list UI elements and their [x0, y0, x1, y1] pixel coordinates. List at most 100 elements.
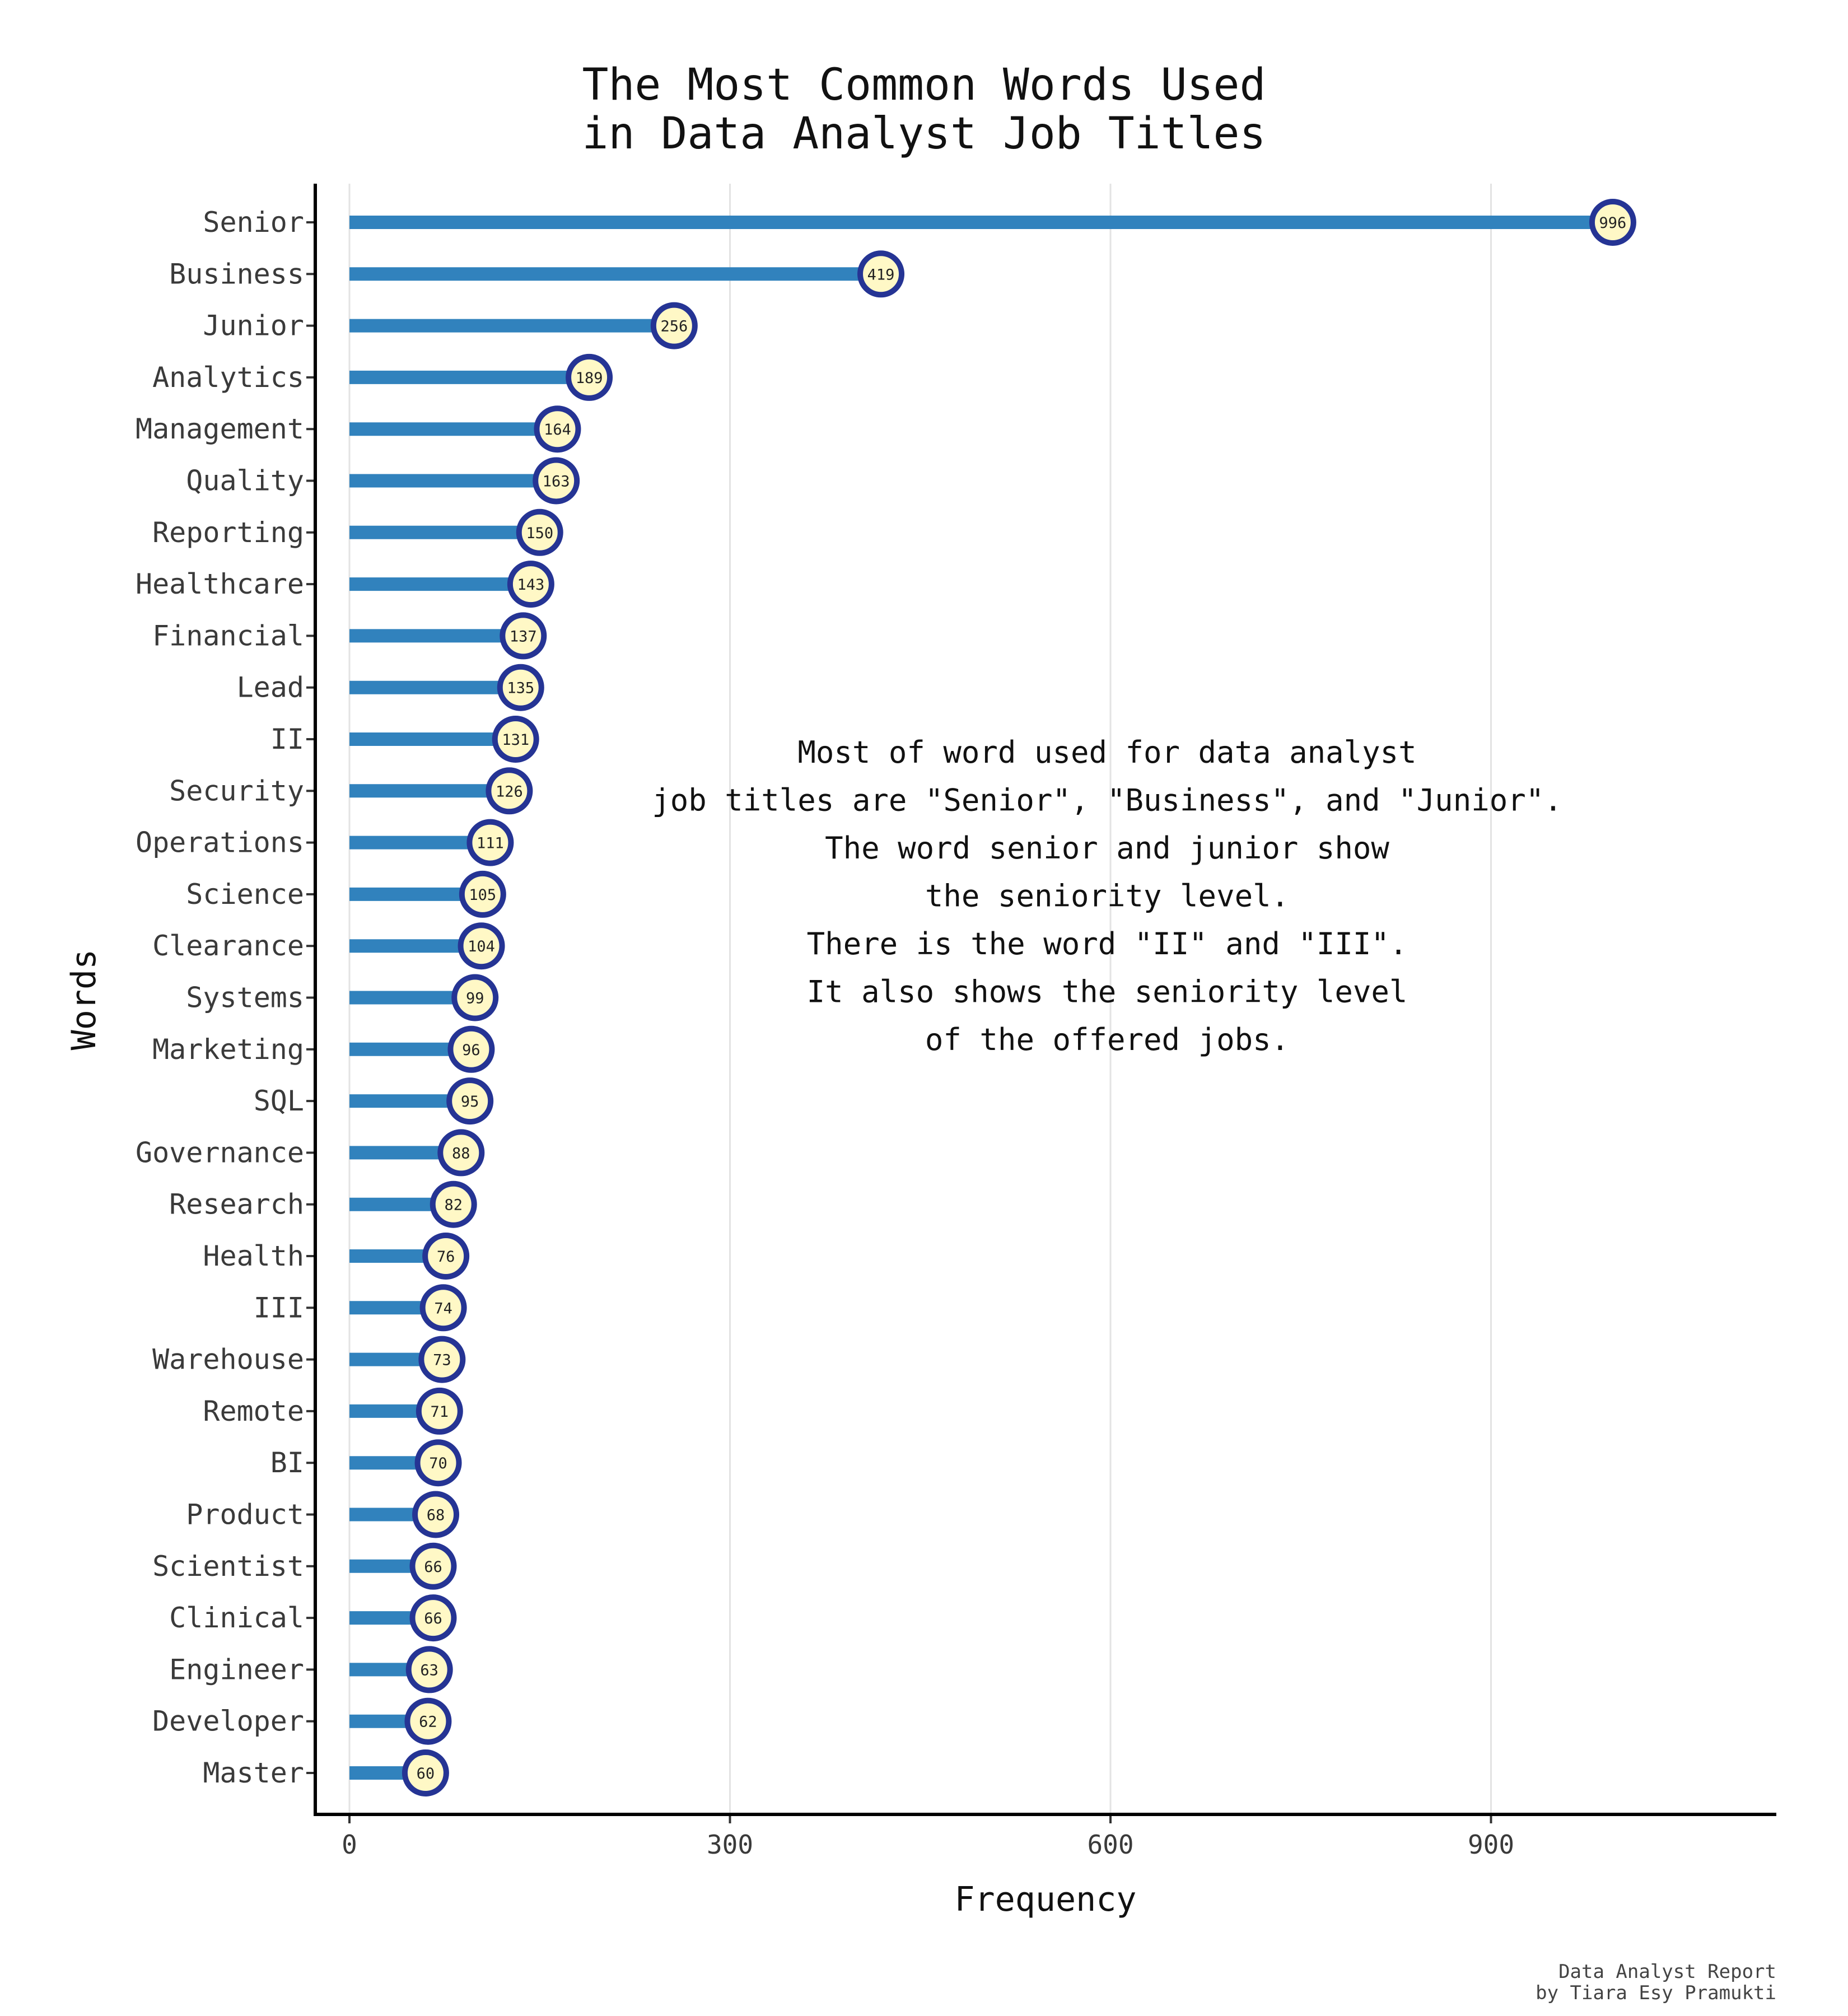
- y-tick-label-systems: Systems: [186, 982, 304, 1014]
- point-science: [459, 870, 506, 918]
- y-tick-label-reporting: Reporting: [152, 516, 304, 549]
- y-tick-label-operations: Operations: [136, 827, 304, 859]
- data-label-operations: 111: [477, 835, 504, 852]
- point-product: [412, 1491, 460, 1538]
- data-label-iii: 74: [434, 1300, 452, 1317]
- point-security: [486, 767, 533, 815]
- caption-line: by Tiara Esy Pramukti: [1536, 1982, 1776, 2004]
- y-tick-label-healthcare: Healthcare: [136, 568, 304, 600]
- data-label-lead: 135: [507, 680, 534, 697]
- data-label-remote: 71: [431, 1403, 449, 1421]
- data-label-security: 126: [496, 783, 523, 800]
- point-junior: [650, 302, 698, 349]
- point-healthcare: [507, 561, 554, 608]
- point-clinical: [409, 1594, 457, 1642]
- data-label-health: 76: [437, 1248, 455, 1266]
- point-bi: [414, 1439, 462, 1487]
- point-financial: [500, 612, 547, 660]
- data-label-research: 82: [444, 1197, 463, 1214]
- point-engineer: [405, 1646, 453, 1693]
- data-label-developer: 62: [419, 1714, 437, 1731]
- data-label-reporting: 150: [526, 525, 553, 542]
- point-master: [402, 1749, 449, 1796]
- data-label-product: 68: [427, 1507, 445, 1524]
- y-tick-label-product: Product: [186, 1499, 304, 1531]
- y-tick-label-engineer: Engineer: [169, 1653, 304, 1686]
- point-analytics: [566, 353, 613, 401]
- data-label-management: 164: [544, 421, 571, 438]
- data-label-financial: 137: [510, 628, 537, 645]
- x-axis-title: Frequency: [954, 1880, 1136, 1919]
- annotation-text: Most of word used for data analyst job ti…: [652, 735, 1562, 1057]
- y-tick-label-marketing: Marketing: [152, 1033, 304, 1066]
- data-label-master: 60: [417, 1765, 435, 1782]
- x-tick-label: 300: [707, 1830, 753, 1860]
- point-governance: [437, 1129, 485, 1177]
- point-warehouse: [418, 1336, 466, 1383]
- y-tick-label-developer: Developer: [152, 1705, 304, 1738]
- annotation-line: the seniority level.: [925, 879, 1289, 914]
- annotation-line: job titles are "Senior", "Business", and…: [652, 783, 1562, 818]
- x-axis-ticks: 0 300 600 900: [342, 1814, 1514, 1860]
- x-tick-label: 600: [1087, 1830, 1133, 1860]
- y-tick-label-financial: Financial: [152, 619, 304, 652]
- data-label-clearance: 104: [468, 938, 495, 955]
- y-tick-label-management: Management: [136, 413, 304, 445]
- point-operations: [466, 819, 514, 866]
- y-tick-label-warehouse: Warehouse: [152, 1343, 304, 1376]
- y-tick-label-quality: Quality: [186, 465, 304, 497]
- point-reporting: [516, 508, 563, 556]
- point-health: [422, 1233, 470, 1280]
- x-tick-label: 0: [342, 1830, 357, 1860]
- y-tick-label-health: Health: [203, 1240, 304, 1272]
- data-label-clinical: 66: [424, 1610, 442, 1627]
- point-senior: [1589, 199, 1636, 246]
- data-label-warehouse: 73: [433, 1352, 451, 1369]
- y-tick-label-governance: Governance: [136, 1136, 304, 1169]
- y-tick-label-lead: Lead: [237, 671, 304, 704]
- data-label-marketing: 96: [462, 1042, 480, 1059]
- data-label-junior: 256: [660, 318, 688, 335]
- point-clearance: [458, 922, 505, 970]
- point-sql: [446, 1077, 494, 1125]
- point-marketing: [447, 1025, 495, 1073]
- data-label-science: 105: [469, 886, 496, 904]
- data-label-analytics: 189: [576, 370, 603, 387]
- point-lead: [497, 664, 544, 711]
- y-tick-label-security: Security: [169, 774, 304, 807]
- y-tick-label-junior: Junior: [203, 310, 304, 342]
- y-tick-label-senior: Senior: [203, 206, 304, 239]
- data-label-scientist: 66: [424, 1558, 442, 1576]
- point-systems: [451, 974, 499, 1021]
- data-label-senior: 996: [1599, 214, 1627, 232]
- y-tick-label-iii: III: [254, 1291, 304, 1324]
- y-tick-label-science: Science: [186, 878, 304, 911]
- point-quality: [533, 457, 580, 505]
- data-label-bi: 70: [429, 1455, 447, 1472]
- point-scientist: [409, 1542, 457, 1590]
- annotation-line: There is the word "II" and "III".: [807, 926, 1408, 962]
- y-tick-label-analytics: Analytics: [152, 361, 304, 394]
- y-tick-label-remote: Remote: [203, 1395, 304, 1427]
- y-tick-label-master: Master: [203, 1757, 304, 1789]
- y-axis-title: Words: [64, 949, 104, 1051]
- x-tick-label: 900: [1468, 1830, 1514, 1860]
- point-management: [534, 405, 581, 453]
- data-labels: 996 419 256 189 164 163 150 143 137 135 131 126 111 1…: [417, 214, 1627, 1782]
- data-label-healthcare: 143: [517, 576, 545, 594]
- data-label-ii: 131: [502, 731, 529, 749]
- y-tick-label-clearance: Clearance: [152, 930, 304, 962]
- chart-title: The Most Common Words Used in Data Analy…: [582, 60, 1266, 159]
- y-tick-label-scientist: Scientist: [152, 1550, 304, 1583]
- data-label-business: 419: [867, 266, 895, 283]
- y-tick-label-clinical: Clinical: [169, 1602, 304, 1634]
- data-label-sql: 95: [461, 1093, 479, 1110]
- chart-title-line-2: in Data Analyst Job Titles: [582, 109, 1266, 159]
- data-label-engineer: 63: [420, 1662, 438, 1679]
- annotation-line: of the offered jobs.: [925, 1022, 1289, 1057]
- axes: [314, 184, 1776, 1816]
- data-label-systems: 99: [466, 990, 484, 1007]
- point-developer: [404, 1697, 452, 1745]
